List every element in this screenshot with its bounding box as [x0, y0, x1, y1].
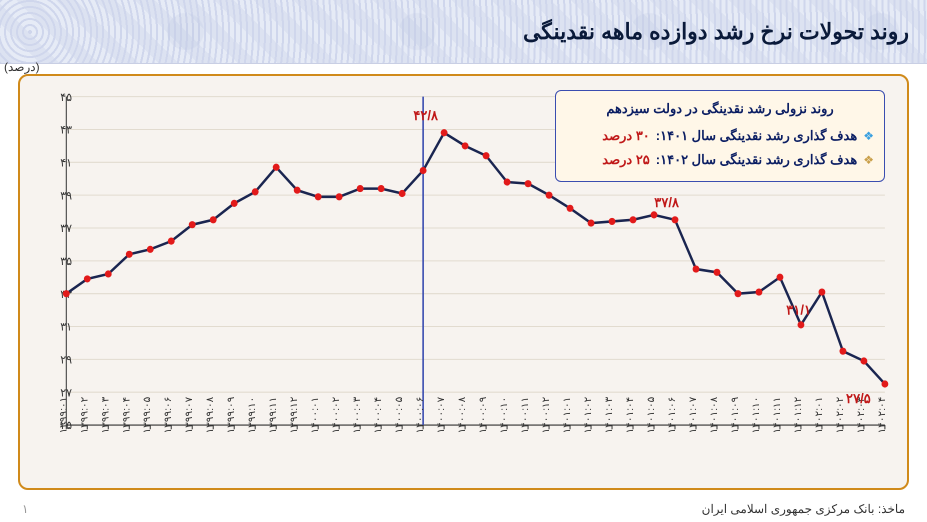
svg-text:۱۳۹۹:۰۲: ۱۳۹۹:۰۲	[79, 397, 90, 434]
svg-text:۱۳۹۹:۰۵: ۱۳۹۹:۰۵	[142, 397, 153, 434]
footer: ماخذ: بانک مرکزی جمهوری اسلامی ایران ۱	[0, 496, 927, 522]
svg-text:۱۴۰۲:۰۲: ۱۴۰۲:۰۲	[835, 397, 846, 434]
legend-row-1: ❖ هدف گذاری رشد نقدینگی سال ۱۴۰۱: ۳۰ درص…	[566, 124, 874, 149]
legend-row-value: ۳۰ درصد	[602, 124, 650, 149]
svg-text:۱۳۹۹:۰۶: ۱۳۹۹:۰۶	[163, 397, 174, 434]
diamond-icon: ❖	[863, 125, 874, 148]
legend-row-2: ❖ هدف گذاری رشد نقدینگی سال ۱۴۰۲: ۲۵ درص…	[566, 148, 874, 173]
svg-text:۱۴۰۱:۰۶: ۱۴۰۱:۰۶	[667, 397, 678, 434]
svg-text:۱۳۹۹:۰۴: ۱۳۹۹:۰۴	[121, 397, 132, 434]
svg-text:۱۴۰۱:۰۴: ۱۴۰۱:۰۴	[625, 397, 636, 434]
svg-text:۱۴۰۰:۰۸: ۱۴۰۰:۰۸	[457, 396, 468, 433]
svg-text:۱۴۰۰:۰۳: ۱۴۰۰:۰۳	[352, 396, 363, 433]
svg-text:۱۴۰۰:۰۱: ۱۴۰۰:۰۱	[310, 397, 321, 434]
legend-row-label: هدف گذاری رشد نقدینگی سال ۱۴۰۲:	[656, 148, 857, 173]
svg-text:۱۴۰۱:۰۵: ۱۴۰۱:۰۵	[646, 397, 657, 434]
svg-text:۱۳۹۹:۰۷: ۱۳۹۹:۰۷	[184, 396, 195, 433]
svg-text:۱۴۰۰:۱۲: ۱۴۰۰:۱۲	[541, 397, 552, 434]
svg-text:۱۴۰۱:۱۱: ۱۴۰۱:۱۱	[772, 397, 783, 434]
legend-box: روند نزولی رشد نقدینگی در دولت سیزدهم ❖ …	[555, 90, 885, 182]
legend-row-label: هدف گذاری رشد نقدینگی سال ۱۴۰۱:	[656, 124, 857, 149]
svg-text:۱۴۰۱:۰۹: ۱۴۰۱:۰۹	[730, 397, 741, 434]
diamond-icon: ❖	[863, 149, 874, 172]
svg-text:۱۴۰۰:۰۹: ۱۴۰۰:۰۹	[478, 397, 489, 434]
svg-text:۱۴۰۲:۰۴: ۱۴۰۲:۰۴	[877, 397, 888, 434]
svg-text:۱۴۰۱:۱۰: ۱۴۰۱:۱۰	[751, 397, 762, 434]
svg-text:۱۳۹۹:۰۹: ۱۳۹۹:۰۹	[226, 397, 237, 434]
svg-text:۱۳۹۹:۰۱: ۱۳۹۹:۰۱	[58, 397, 69, 434]
svg-text:۳۱/۱: ۳۱/۱	[786, 302, 811, 317]
svg-text:۴۲/۸: ۴۲/۸	[413, 108, 439, 123]
y-axis-unit: (درصد)	[4, 60, 40, 74]
svg-text:۱۳۹۹:۱۱: ۱۳۹۹:۱۱	[268, 397, 279, 434]
page-title: روند تحولات نرخ رشد دوازده ماهه نقدینگی	[523, 19, 909, 45]
svg-text:۱۴۰۱:۱۲: ۱۴۰۱:۱۲	[793, 397, 804, 434]
svg-text:۱۴۰۰:۱۰: ۱۴۰۰:۱۰	[499, 397, 510, 434]
chart-frame: روند نزولی رشد نقدینگی در دولت سیزدهم ❖ …	[18, 74, 909, 490]
svg-text:۱۳۹۹:۱۲: ۱۳۹۹:۱۲	[289, 397, 300, 434]
svg-text:۱۴۰۱:۰۲: ۱۴۰۱:۰۲	[583, 397, 594, 434]
svg-text:۱۴۰۰:۱۱: ۱۴۰۰:۱۱	[520, 397, 531, 434]
svg-text:۱۴۰۱:۰۷: ۱۴۰۱:۰۷	[688, 396, 699, 433]
svg-text:۱۴۰۰:۰۷: ۱۴۰۰:۰۷	[436, 396, 447, 433]
svg-text:۱۳۹۹:۱۰: ۱۳۹۹:۱۰	[247, 397, 258, 434]
svg-text:۱۳۹۹:۰۸: ۱۳۹۹:۰۸	[205, 396, 216, 433]
svg-text:۱۴۰۰:۰۵: ۱۴۰۰:۰۵	[394, 397, 405, 434]
svg-text:۱۴۰۱:۰۸: ۱۴۰۱:۰۸	[709, 396, 720, 433]
source-text: ماخذ: بانک مرکزی جمهوری اسلامی ایران	[702, 502, 905, 516]
svg-text:۲۷/۵: ۲۷/۵	[846, 391, 871, 406]
svg-text:۱۴۰۰:۰۶: ۱۴۰۰:۰۶	[415, 397, 426, 434]
svg-text:۱۴۰۱:۰۳: ۱۴۰۱:۰۳	[604, 396, 615, 433]
legend-row-value: ۲۵ درصد	[602, 148, 650, 173]
svg-text:۱۳۹۹:۰۳: ۱۳۹۹:۰۳	[100, 396, 111, 433]
svg-text:۳۷/۸: ۳۷/۸	[654, 195, 680, 210]
chart-area: (درصد) روند نزولی رشد نقدینگی در دولت سی…	[0, 64, 927, 496]
legend-title: روند نزولی رشد نقدینگی در دولت سیزدهم	[566, 97, 874, 122]
svg-text:۱۴۰۱:۰۱: ۱۴۰۱:۰۱	[562, 397, 573, 434]
title-bar: روند تحولات نرخ رشد دوازده ماهه نقدینگی	[0, 0, 927, 64]
svg-text:۱۴۰۰:۰۴: ۱۴۰۰:۰۴	[373, 397, 384, 434]
page-number: ۱	[22, 502, 28, 516]
svg-text:۱۴۰۲:۰۱: ۱۴۰۲:۰۱	[814, 397, 825, 434]
svg-text:۱۴۰۰:۰۲: ۱۴۰۰:۰۲	[331, 397, 342, 434]
